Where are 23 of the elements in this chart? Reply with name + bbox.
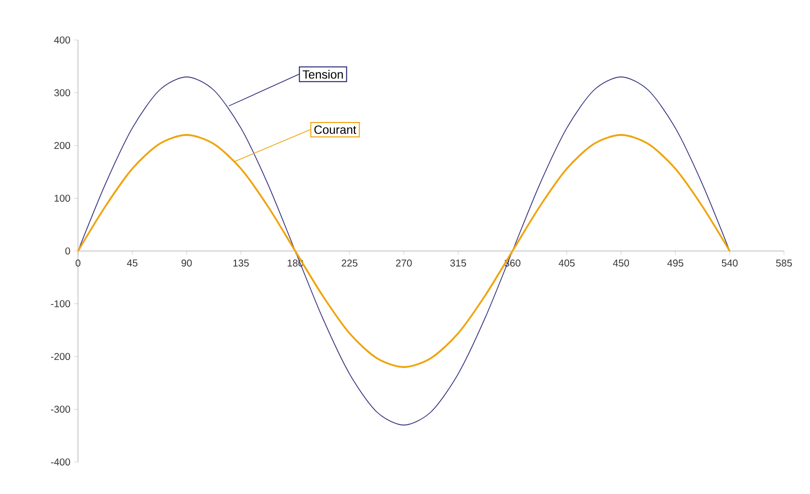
- x-tick-label: 585: [776, 260, 792, 267]
- x-tick-label: 315: [450, 260, 466, 267]
- y-tick-label: 0: [65, 247, 70, 255]
- x-tick-label: 45: [127, 260, 138, 266]
- text: Courant: [314, 125, 356, 134]
- y-tick-label: 300: [54, 89, 70, 96]
- y-tick-label: -300: [50, 406, 70, 413]
- x-tick-label: 90: [182, 260, 192, 267]
- y-tick-label: 100: [54, 194, 70, 202]
- x-tick-label: 450: [613, 260, 630, 267]
- y-tick-label: 400: [54, 36, 70, 44]
- x-tick-label: 495: [667, 260, 684, 267]
- y-tick-label: -400: [50, 458, 70, 466]
- x-tick-label: 540: [722, 260, 738, 267]
- x-tick-label: 135: [233, 260, 249, 267]
- text: Tension: [302, 70, 343, 79]
- x-tick-label: 225: [342, 260, 358, 267]
- y-tick-label: 200: [54, 142, 70, 150]
- x-tick-label: 270: [396, 260, 412, 267]
- x-tick-label: 405: [558, 260, 575, 267]
- y-tick-label: -100: [50, 300, 70, 308]
- x-tick-label: 0: [76, 260, 80, 267]
- y-tick-label: -200: [50, 352, 70, 360]
